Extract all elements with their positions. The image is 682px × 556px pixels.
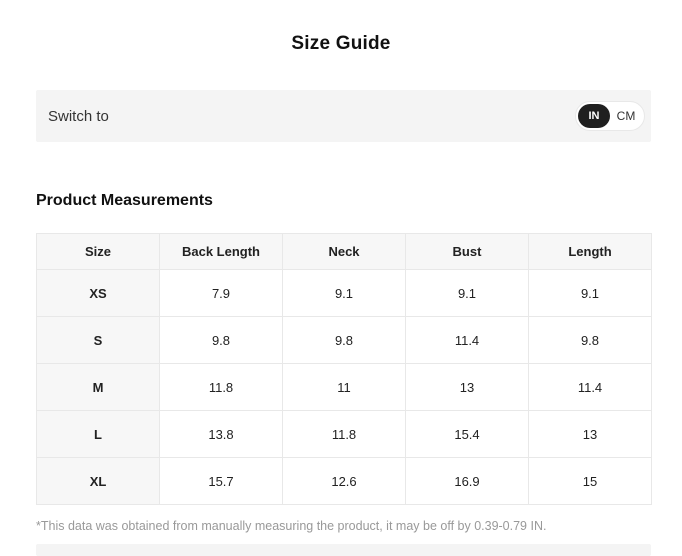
table-row: S 9.8 9.8 11.4 9.8 — [36, 316, 652, 364]
value-cell: 9.1 — [405, 269, 529, 317]
measurement-footnote: *This data was obtained from manually me… — [36, 519, 547, 533]
section-title: Product Measurements — [36, 192, 213, 209]
column-header: Size — [36, 233, 160, 270]
page-title: Size Guide — [291, 33, 391, 54]
table-header-row: Size Back Length Neck Bust Length — [36, 233, 652, 270]
unit-option-in[interactable]: IN — [578, 104, 610, 128]
column-header: Neck — [282, 233, 406, 270]
size-cell: S — [36, 316, 160, 364]
table-row: XS 7.9 9.1 9.1 9.1 — [36, 269, 652, 317]
value-cell: 13.8 — [159, 410, 283, 458]
table-row: L 13.8 11.8 15.4 13 — [36, 410, 652, 458]
table-row: XL 15.7 12.6 16.9 15 — [36, 457, 652, 505]
value-cell: 11.8 — [282, 410, 406, 458]
unit-toggle[interactable]: IN CM — [575, 101, 645, 131]
size-cell: XL — [36, 457, 160, 505]
column-header: Back Length — [159, 233, 283, 270]
value-cell: 9.8 — [528, 316, 652, 364]
table-row: M 11.8 11 13 11.4 — [36, 363, 652, 411]
value-cell: 9.8 — [282, 316, 406, 364]
column-header: Bust — [405, 233, 529, 270]
value-cell: 13 — [528, 410, 652, 458]
value-cell: 11.4 — [528, 363, 652, 411]
value-cell: 11 — [282, 363, 406, 411]
size-cell: M — [36, 363, 160, 411]
value-cell: 15.7 — [159, 457, 283, 505]
unit-switch-bar: Switch to IN CM — [36, 90, 651, 142]
value-cell: 9.1 — [528, 269, 652, 317]
value-cell: 15.4 — [405, 410, 529, 458]
size-cell: L — [36, 410, 160, 458]
next-section-sliver — [36, 544, 651, 556]
value-cell: 7.9 — [159, 269, 283, 317]
value-cell: 12.6 — [282, 457, 406, 505]
value-cell: 11.8 — [159, 363, 283, 411]
value-cell: 11.4 — [405, 316, 529, 364]
value-cell: 9.1 — [282, 269, 406, 317]
value-cell: 15 — [528, 457, 652, 505]
table-body: XS 7.9 9.1 9.1 9.1 S 9.8 9.8 11.4 9.8 M 11.8 11 13 11.… — [36, 269, 652, 505]
switch-to-label: Switch to — [48, 107, 109, 125]
table-header-row: Size Back Length Neck Bust Length — [36, 233, 652, 270]
column-header: Length — [528, 233, 652, 270]
unit-option-cm[interactable]: CM — [616, 109, 636, 123]
value-cell: 16.9 — [405, 457, 529, 505]
value-cell: 9.8 — [159, 316, 283, 364]
value-cell: 13 — [405, 363, 529, 411]
measurements-table: Size Back Length Neck Bust Length XS 7.9 9.1 9.… — [36, 233, 652, 505]
size-cell: XS — [36, 269, 160, 317]
